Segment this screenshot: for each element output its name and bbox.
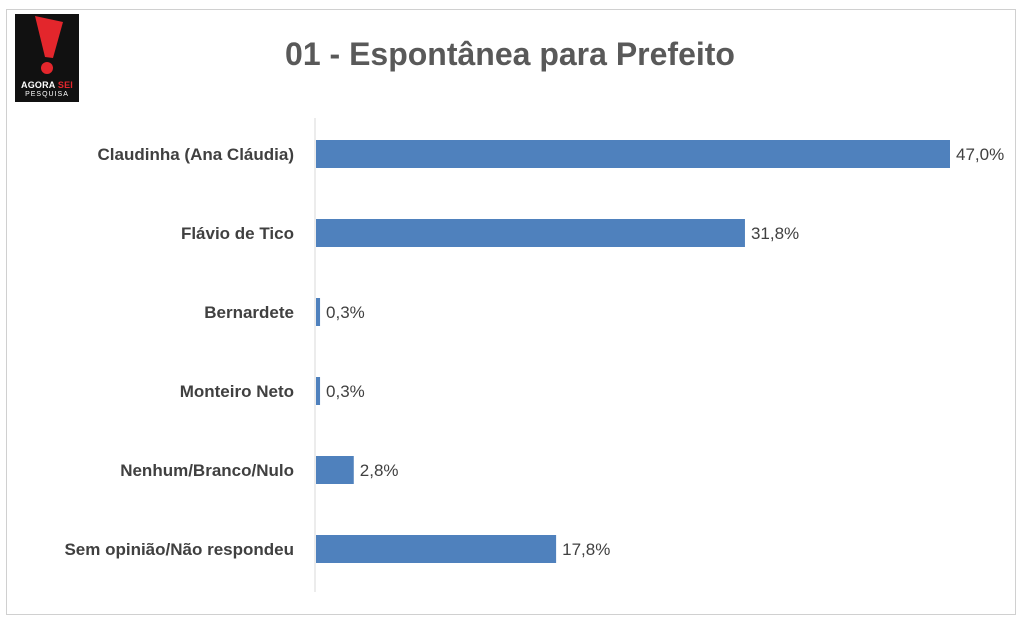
category-label: Monteiro Neto xyxy=(180,382,294,401)
logo-brand-name: AGORA SEI xyxy=(15,80,79,90)
data-label: 0,3% xyxy=(326,303,365,322)
bar xyxy=(316,140,950,168)
bar xyxy=(316,456,354,484)
category-label: Claudinha (Ana Cláudia) xyxy=(98,145,294,164)
exclamation-mark-icon xyxy=(35,16,63,74)
agora-sei-logo: AGORA SEI PESQUISA xyxy=(15,14,79,102)
chart-title: 01 - Espontânea para Prefeito xyxy=(285,36,735,72)
logo-word-sei: SEI xyxy=(57,80,73,90)
data-label: 31,8% xyxy=(751,224,799,243)
bar xyxy=(316,219,745,247)
data-label: 47,0% xyxy=(956,145,1004,164)
category-label: Sem opinião/Não respondeu xyxy=(64,540,294,559)
logo-word-agora: AGORA xyxy=(21,80,56,90)
data-label: 0,3% xyxy=(326,382,365,401)
logo-subtitle: PESQUISA xyxy=(25,91,69,98)
data-label: 2,8% xyxy=(360,461,399,480)
chart-frame xyxy=(6,9,1016,615)
category-label: Nenhum/Branco/Nulo xyxy=(120,461,294,480)
category-label: Flávio de Tico xyxy=(181,224,294,243)
bar xyxy=(316,377,321,405)
bar xyxy=(316,535,557,563)
category-label: Bernardete xyxy=(204,303,294,322)
bar xyxy=(316,298,321,326)
data-label: 17,8% xyxy=(562,540,610,559)
